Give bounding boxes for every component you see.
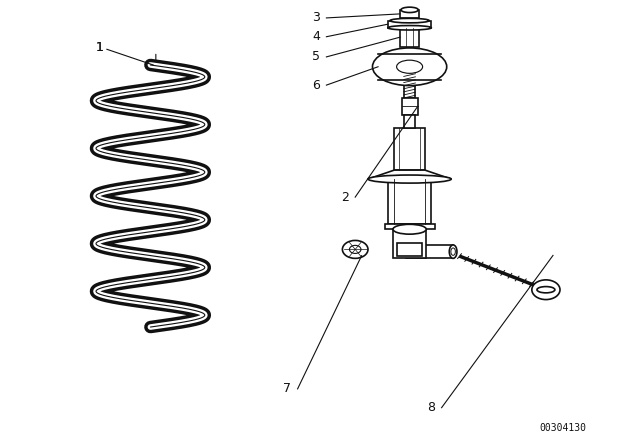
Text: 00304130: 00304130 bbox=[540, 423, 587, 433]
Bar bbox=[397, 243, 422, 256]
Ellipse shape bbox=[372, 48, 447, 86]
Text: 2: 2 bbox=[341, 190, 349, 204]
Text: 1: 1 bbox=[95, 40, 103, 54]
Ellipse shape bbox=[397, 60, 422, 73]
Circle shape bbox=[349, 246, 361, 254]
Bar bbox=[402, 98, 418, 115]
Text: 8: 8 bbox=[428, 401, 435, 414]
Ellipse shape bbox=[451, 248, 456, 255]
Text: 6: 6 bbox=[312, 78, 320, 92]
Text: 7: 7 bbox=[283, 382, 291, 396]
Ellipse shape bbox=[368, 175, 451, 183]
Bar bbox=[404, 73, 415, 98]
Bar bbox=[404, 115, 415, 128]
Bar bbox=[406, 245, 453, 258]
Ellipse shape bbox=[390, 18, 429, 23]
Circle shape bbox=[342, 241, 368, 258]
Text: 3: 3 bbox=[312, 11, 320, 25]
Polygon shape bbox=[368, 170, 451, 179]
Ellipse shape bbox=[393, 224, 426, 234]
Ellipse shape bbox=[388, 26, 431, 30]
Bar bbox=[400, 28, 419, 47]
Bar bbox=[400, 10, 419, 18]
Text: 4: 4 bbox=[312, 30, 320, 43]
Bar bbox=[388, 21, 431, 28]
Text: 1: 1 bbox=[95, 40, 103, 54]
Circle shape bbox=[532, 280, 560, 300]
Bar bbox=[388, 179, 431, 224]
Text: 5: 5 bbox=[312, 50, 320, 64]
Ellipse shape bbox=[537, 287, 555, 293]
Ellipse shape bbox=[449, 245, 457, 258]
Bar bbox=[393, 229, 426, 258]
Ellipse shape bbox=[401, 7, 419, 13]
Bar bbox=[385, 224, 435, 229]
Bar bbox=[394, 128, 425, 170]
